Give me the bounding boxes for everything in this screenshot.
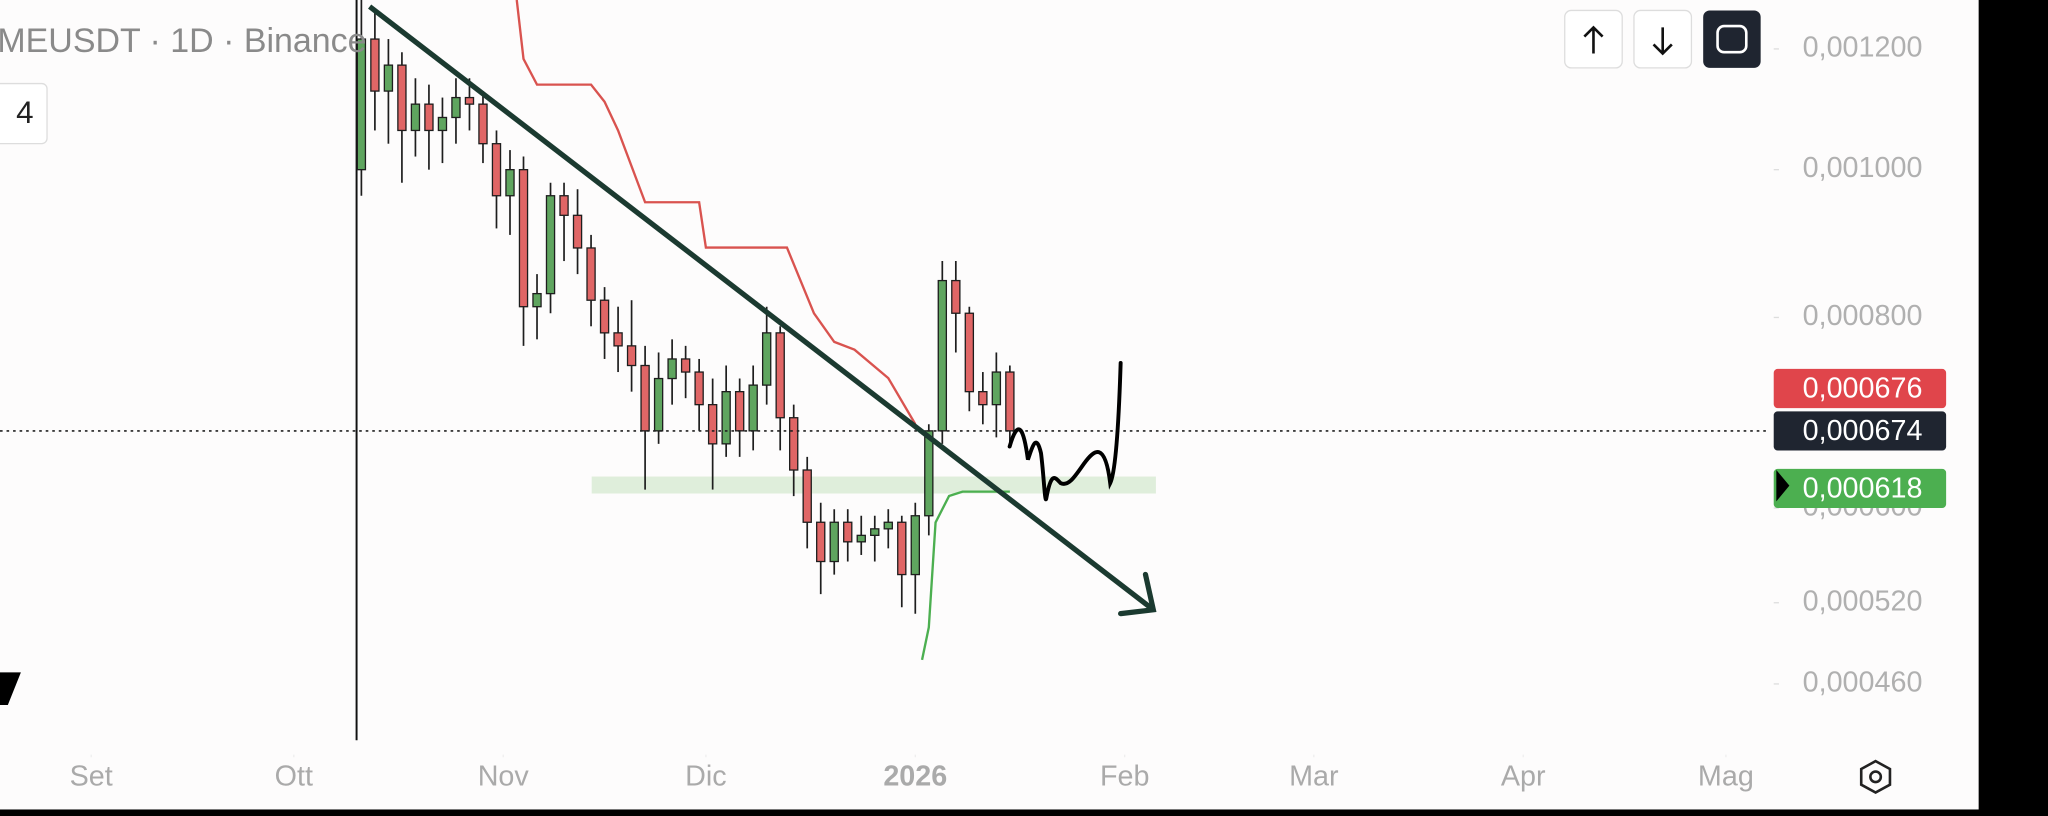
badge-text: 4	[16, 95, 33, 130]
candle-body	[680, 358, 691, 373]
settings-icon	[1869, 770, 1883, 784]
candle-body	[775, 332, 785, 419]
y-tick-label: 0,000520	[1803, 585, 1923, 617]
background	[0, 0, 1979, 810]
candle-body	[464, 96, 475, 105]
candle-body	[1005, 371, 1015, 432]
candle-body	[951, 279, 961, 314]
badge[interactable]	[0, 82, 48, 145]
candle-body	[910, 515, 921, 576]
support-zone	[591, 476, 1156, 494]
settings-button[interactable]	[1859, 759, 1892, 794]
candle-body	[653, 377, 664, 432]
x-tick-label: Feb	[1100, 761, 1150, 793]
candle-body	[451, 96, 461, 119]
x-tick-label: Mag	[1698, 761, 1754, 793]
candle-body	[383, 64, 394, 92]
candle-body	[978, 391, 988, 406]
candle-body	[843, 521, 853, 543]
candle-body	[518, 169, 529, 308]
candle-body	[356, 38, 367, 171]
candle-body	[748, 384, 758, 432]
candle-body	[802, 469, 812, 523]
price-label-box	[1773, 368, 1947, 409]
candle-body	[491, 143, 502, 197]
logo	[0, 672, 21, 706]
y-tick-label: 0,001200	[1803, 32, 1923, 64]
candle-body	[870, 528, 880, 537]
chart-title: MEUSDT · 1D · Binance	[0, 22, 366, 60]
candle-body	[721, 391, 731, 445]
freehand-drawing	[1007, 360, 1123, 502]
candle-body	[626, 345, 637, 367]
candle-body	[410, 103, 421, 132]
candle-body	[397, 64, 407, 132]
edge	[1978, 0, 2048, 816]
x-tick-label: Mar	[1289, 761, 1339, 793]
candle-body	[883, 521, 893, 530]
indicator-line	[515, 0, 917, 425]
price-label: 0,000674	[1803, 415, 1923, 447]
trend-line	[368, 4, 1155, 612]
candle-body	[640, 364, 650, 432]
candle-body	[761, 332, 772, 386]
candle-body	[829, 521, 839, 563]
candle-body	[505, 169, 515, 197]
x-tick-label: Dic	[685, 761, 726, 793]
marker	[1776, 470, 1790, 502]
fullscreen-icon	[1716, 24, 1748, 54]
down-icon	[1652, 27, 1673, 56]
x-tick-label: Nov	[478, 761, 530, 793]
candle-body	[572, 214, 583, 249]
y-tick-label: 0,001000	[1803, 152, 1923, 184]
x-tick-label: Set	[70, 761, 113, 793]
price-label-box	[1773, 411, 1947, 451]
indicator-line	[920, 490, 1010, 661]
candle-body	[694, 371, 704, 406]
candle-body	[559, 195, 569, 216]
candle-body	[437, 116, 448, 132]
y-tick-label: 0,000460	[1803, 667, 1923, 699]
candle-body	[924, 430, 934, 517]
price-label-box	[1773, 468, 1947, 508]
candle-body	[937, 279, 948, 432]
trend-arrow	[1118, 571, 1157, 617]
x-tick-label: Ott	[275, 761, 313, 793]
candle-body	[424, 103, 434, 132]
candle-body	[586, 247, 596, 301]
fullscreen-button[interactable]	[1703, 10, 1761, 68]
candle-body	[789, 417, 799, 471]
candle-body	[816, 521, 826, 563]
price-label: 0,000676	[1803, 372, 1923, 404]
candle-body	[734, 391, 745, 432]
candle-body	[707, 404, 718, 445]
candle-body	[897, 521, 907, 576]
candle-body	[532, 292, 542, 308]
up-icon	[1583, 25, 1604, 54]
x-tick-label: Apr	[1501, 761, 1546, 793]
plot: 0,0012000,0010000,0008000,0006000,000520…	[0, 0, 1947, 793]
x-tick-label: 2026	[883, 761, 947, 793]
candle-body	[667, 358, 677, 380]
toolbar	[1564, 9, 1761, 69]
candle-body	[856, 534, 866, 543]
candle-body	[964, 312, 975, 393]
candle-body	[991, 371, 1002, 406]
candle-body	[370, 38, 380, 92]
price-label: 0,000618	[1803, 472, 1923, 504]
y-tick-label: 0,000800	[1803, 300, 1923, 332]
candle-body	[599, 299, 610, 334]
candle-body	[613, 332, 623, 347]
candle-body	[478, 103, 488, 145]
candle-body	[545, 195, 556, 295]
